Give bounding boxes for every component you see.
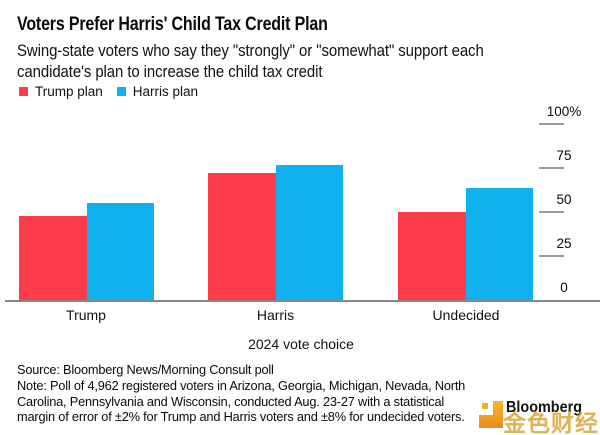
- chart-subtitle: Swing-state voters who say they "strongl…: [17, 41, 484, 82]
- legend: Trump plan Harris plan: [19, 84, 198, 99]
- chart-title: Voters Prefer Harris' Child Tax Credit P…: [17, 13, 328, 35]
- y-tick-label-100: 100%: [546, 104, 582, 120]
- legend-item-harris-plan: Harris plan: [116, 84, 199, 99]
- bar-trump-trump-plan: [19, 215, 87, 300]
- jinse-watermark-text: 金色财经: [503, 410, 599, 435]
- subtitle-line-1: Swing-state voters who say they "strongl…: [17, 41, 484, 60]
- subtitle-line-2: candidate's plan to increase the child t…: [17, 61, 323, 81]
- note-line-2: Carolina, Pennsylvania and Wisconsin, co…: [17, 393, 445, 409]
- y-tick-dash-50: [539, 211, 564, 214]
- x-axis-title: 2024 vote choice: [248, 336, 354, 352]
- jinse-icon-square: [482, 403, 488, 409]
- x-axis-label-undecided: Undecided: [432, 307, 500, 323]
- source-text: Source: Bloomberg News/Morning Consult p…: [17, 362, 274, 377]
- bloomberg-logo: Bloomberg 金色财经: [478, 398, 600, 435]
- jinse-icon-horizontal-bar: [479, 415, 503, 428]
- harris-plan-swatch-icon: [116, 87, 126, 96]
- y-tick-dash-75: [539, 167, 564, 170]
- bar-trump-harris-plan: [86, 203, 154, 300]
- footer: Source: Bloomberg News/Morning Consult p…: [17, 362, 465, 425]
- note-line-3: margin of error of ±2% for Trump and Har…: [17, 409, 465, 425]
- bar-undecided-harris-plan: [465, 187, 533, 300]
- y-tick-dash-25: [539, 255, 564, 258]
- y-tick-label-0: 0: [560, 280, 568, 295]
- x-axis-baseline: [5, 300, 600, 303]
- y-tick-dash-100: [539, 123, 564, 126]
- jinse-logo-icon: [479, 401, 504, 428]
- legend-label-harris-plan: Harris plan: [132, 84, 199, 99]
- legend-item-trump-plan: Trump plan: [19, 84, 103, 99]
- bar-harris-trump-plan: [208, 173, 276, 300]
- legend-label-trump-plan: Trump plan: [35, 84, 103, 99]
- bar-undecided-trump-plan: [398, 212, 466, 300]
- bar-harris-harris-plan: [275, 164, 343, 300]
- x-axis-label-harris: Harris: [256, 307, 295, 323]
- y-tick-label-25: 25: [556, 236, 572, 252]
- jinse-icon-vertical-bar: [493, 401, 503, 428]
- y-tick-label-50: 50: [556, 192, 572, 208]
- y-tick-label-75: 75: [556, 148, 572, 164]
- trump-plan-swatch-icon: [19, 87, 28, 96]
- x-axis-label-trump: Trump: [66, 307, 106, 323]
- note-line-1: Note: Poll of 4,962 registered voters in…: [17, 377, 466, 393]
- bloomberg-logo-text: Bloomberg: [506, 399, 583, 416]
